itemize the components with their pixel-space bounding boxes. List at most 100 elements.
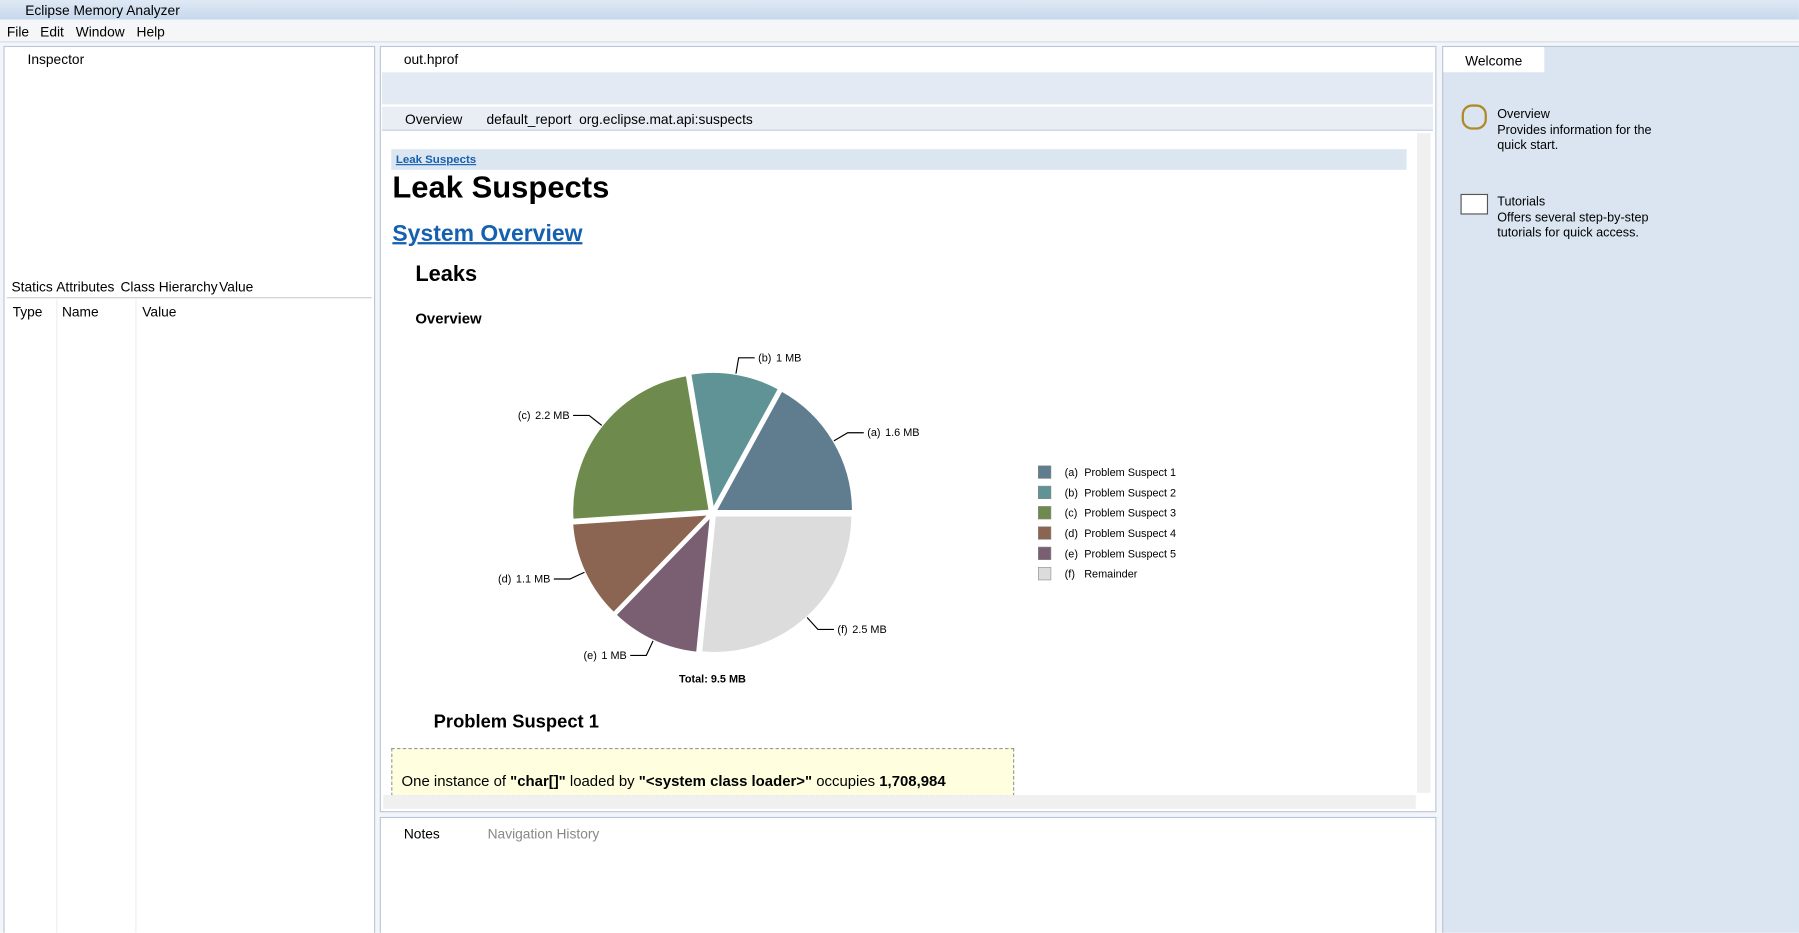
menu-item[interactable]: Help	[136, 24, 165, 41]
slice-value: 1 MB	[776, 352, 801, 364]
icon	[1460, 193, 1489, 215]
legend-letter: (b)	[1065, 487, 1078, 499]
legend-label: Problem Suspect 1	[1084, 467, 1176, 479]
notes-panel: Notes Navigation History	[379, 816, 1437, 933]
slice-label: (b) 1 MB	[758, 352, 801, 364]
slice-letter: (e)	[584, 650, 597, 662]
editor-tab[interactable]: out.hprof	[403, 51, 459, 68]
legend-letter: (d)	[1065, 528, 1078, 540]
leader-line	[630, 640, 654, 656]
slice-letter: (b)	[758, 352, 771, 364]
panel-tab[interactable]: Welcome	[1465, 52, 1523, 69]
subtab[interactable]: Attributes	[56, 278, 115, 295]
legend-label: Problem Suspect 3	[1084, 508, 1176, 520]
breadcrumb-link[interactable]: Leak Suspects	[395, 153, 477, 167]
section-heading: Leaks	[415, 262, 478, 287]
legend-swatch	[1038, 506, 1052, 520]
menu-item[interactable]: Edit	[40, 24, 64, 41]
legend-label: Problem Suspect 4	[1084, 528, 1176, 540]
editor-panel: out.hprof Overview default_report org.ec…	[379, 45, 1437, 813]
subtab[interactable]: Class Hierarchy	[120, 278, 218, 295]
subtab[interactable]: default_report org.eclipse.mat.api:suspe…	[486, 111, 753, 128]
legend-swatch	[1038, 526, 1052, 540]
slice-label: (f) 2.5 MB	[837, 624, 886, 636]
subtab[interactable]: Value	[219, 278, 254, 295]
legend-label: Problem Suspect 2	[1084, 487, 1176, 499]
slice-label: (e) 1 MB	[584, 650, 627, 662]
item-text: Offers several step-by-step tutorials fo…	[1497, 211, 1649, 240]
slice-value: 1 MB	[601, 650, 626, 662]
leader-line	[833, 432, 864, 442]
leader-line	[573, 414, 603, 426]
legend-swatch	[1038, 546, 1052, 560]
slice-label: (a) 1.6 MB	[867, 427, 919, 439]
slice-value: 2.2 MB	[535, 410, 569, 422]
subtab-bar: Overview default_report org.eclipse.mat.…	[382, 106, 1433, 131]
menu-item[interactable]: Window	[75, 24, 125, 41]
slice-letter: (a)	[867, 427, 880, 439]
leader-line	[553, 571, 585, 580]
item-text: Provides information for the quick start…	[1497, 123, 1652, 153]
slice-value: 2.5 MB	[852, 624, 886, 636]
text: 1,708,984	[879, 772, 946, 790]
slice-letter: (c)	[518, 410, 531, 422]
item-title[interactable]: Tutorials	[1497, 195, 1546, 209]
menu-item[interactable]: File	[6, 24, 30, 41]
overview-link[interactable]: System Overview	[392, 221, 583, 247]
window-title: Eclipse Memory Analyzer	[25, 2, 180, 19]
report-heading: Leak Suspects	[392, 169, 610, 205]
pie-total: Total: 9.5 MB	[679, 674, 746, 686]
toolbar	[382, 72, 1433, 105]
subtab-bar: Statics Attributes Class Hierarchy Value	[6, 274, 372, 299]
text: loaded by	[565, 772, 639, 790]
pie-slice	[570, 512, 713, 615]
slice-value: 1.6 MB	[885, 427, 919, 439]
text: "char[]"	[510, 772, 566, 790]
legend-label: Remainder	[1084, 569, 1138, 581]
legend-letter: (c)	[1065, 508, 1078, 520]
welcome-panel: Welcome Overview Provides information fo…	[1442, 45, 1799, 933]
panel-tab[interactable]: Navigation History	[487, 826, 600, 843]
text: One instance of	[401, 772, 511, 790]
subtab[interactable]: Statics	[11, 278, 53, 295]
slice-label: (d) 1.1 MB	[498, 573, 550, 585]
pie-slice	[699, 514, 854, 655]
icon	[1461, 104, 1487, 130]
legend-letter: (f)	[1065, 569, 1075, 581]
column-header[interactable]: Value	[142, 304, 177, 321]
column-divider	[56, 299, 58, 933]
item-title[interactable]: Overview	[1497, 107, 1550, 122]
scrollbar[interactable]	[383, 795, 1416, 809]
text: "<system class loader>"	[638, 772, 813, 790]
leader-line	[735, 357, 755, 374]
panel-tab[interactable]: Inspector	[27, 51, 85, 68]
column-header[interactable]: Type	[12, 304, 43, 321]
subsection-heading: Overview	[415, 309, 482, 327]
suspect-text: One instance of "char[]" loaded by "<sys…	[402, 772, 946, 789]
breadcrumb-bar: Leak Suspects	[391, 149, 1407, 170]
pie-chart: (a) 1.6 MB (a) Problem Suspect 1 (b) 1 MB (b) P…	[498, 352, 1176, 686]
slice-label: (c) 2.2 MB	[518, 410, 570, 422]
panel-tab[interactable]: Notes	[403, 826, 440, 843]
scrollbar[interactable]	[1416, 133, 1431, 793]
suspect-heading: Problem Suspect 1	[433, 712, 599, 732]
tab-bg	[1443, 47, 1545, 73]
column-header[interactable]: Name	[61, 304, 99, 321]
subtab[interactable]: Overview	[404, 111, 463, 128]
slice-letter: (f)	[837, 624, 847, 636]
column-divider	[135, 299, 137, 933]
leader-line	[806, 617, 834, 630]
slice-value: 1.1 MB	[516, 573, 550, 585]
legend-swatch	[1038, 567, 1052, 581]
suspect-box: One instance of "char[]" loaded by "<sys…	[391, 748, 1015, 797]
legend-swatch	[1038, 465, 1052, 479]
pie-slice	[570, 373, 712, 522]
inspector-panel: Inspector Statics Attributes Class Hiera…	[3, 45, 376, 933]
menu-bar: File Edit Window Help	[0, 20, 1799, 43]
slice-letter: (d)	[498, 573, 511, 585]
legend-letter: (e)	[1065, 548, 1078, 560]
legend-letter: (a)	[1065, 467, 1078, 479]
legend-label: Problem Suspect 5	[1084, 548, 1176, 560]
pie-slice	[713, 388, 855, 513]
